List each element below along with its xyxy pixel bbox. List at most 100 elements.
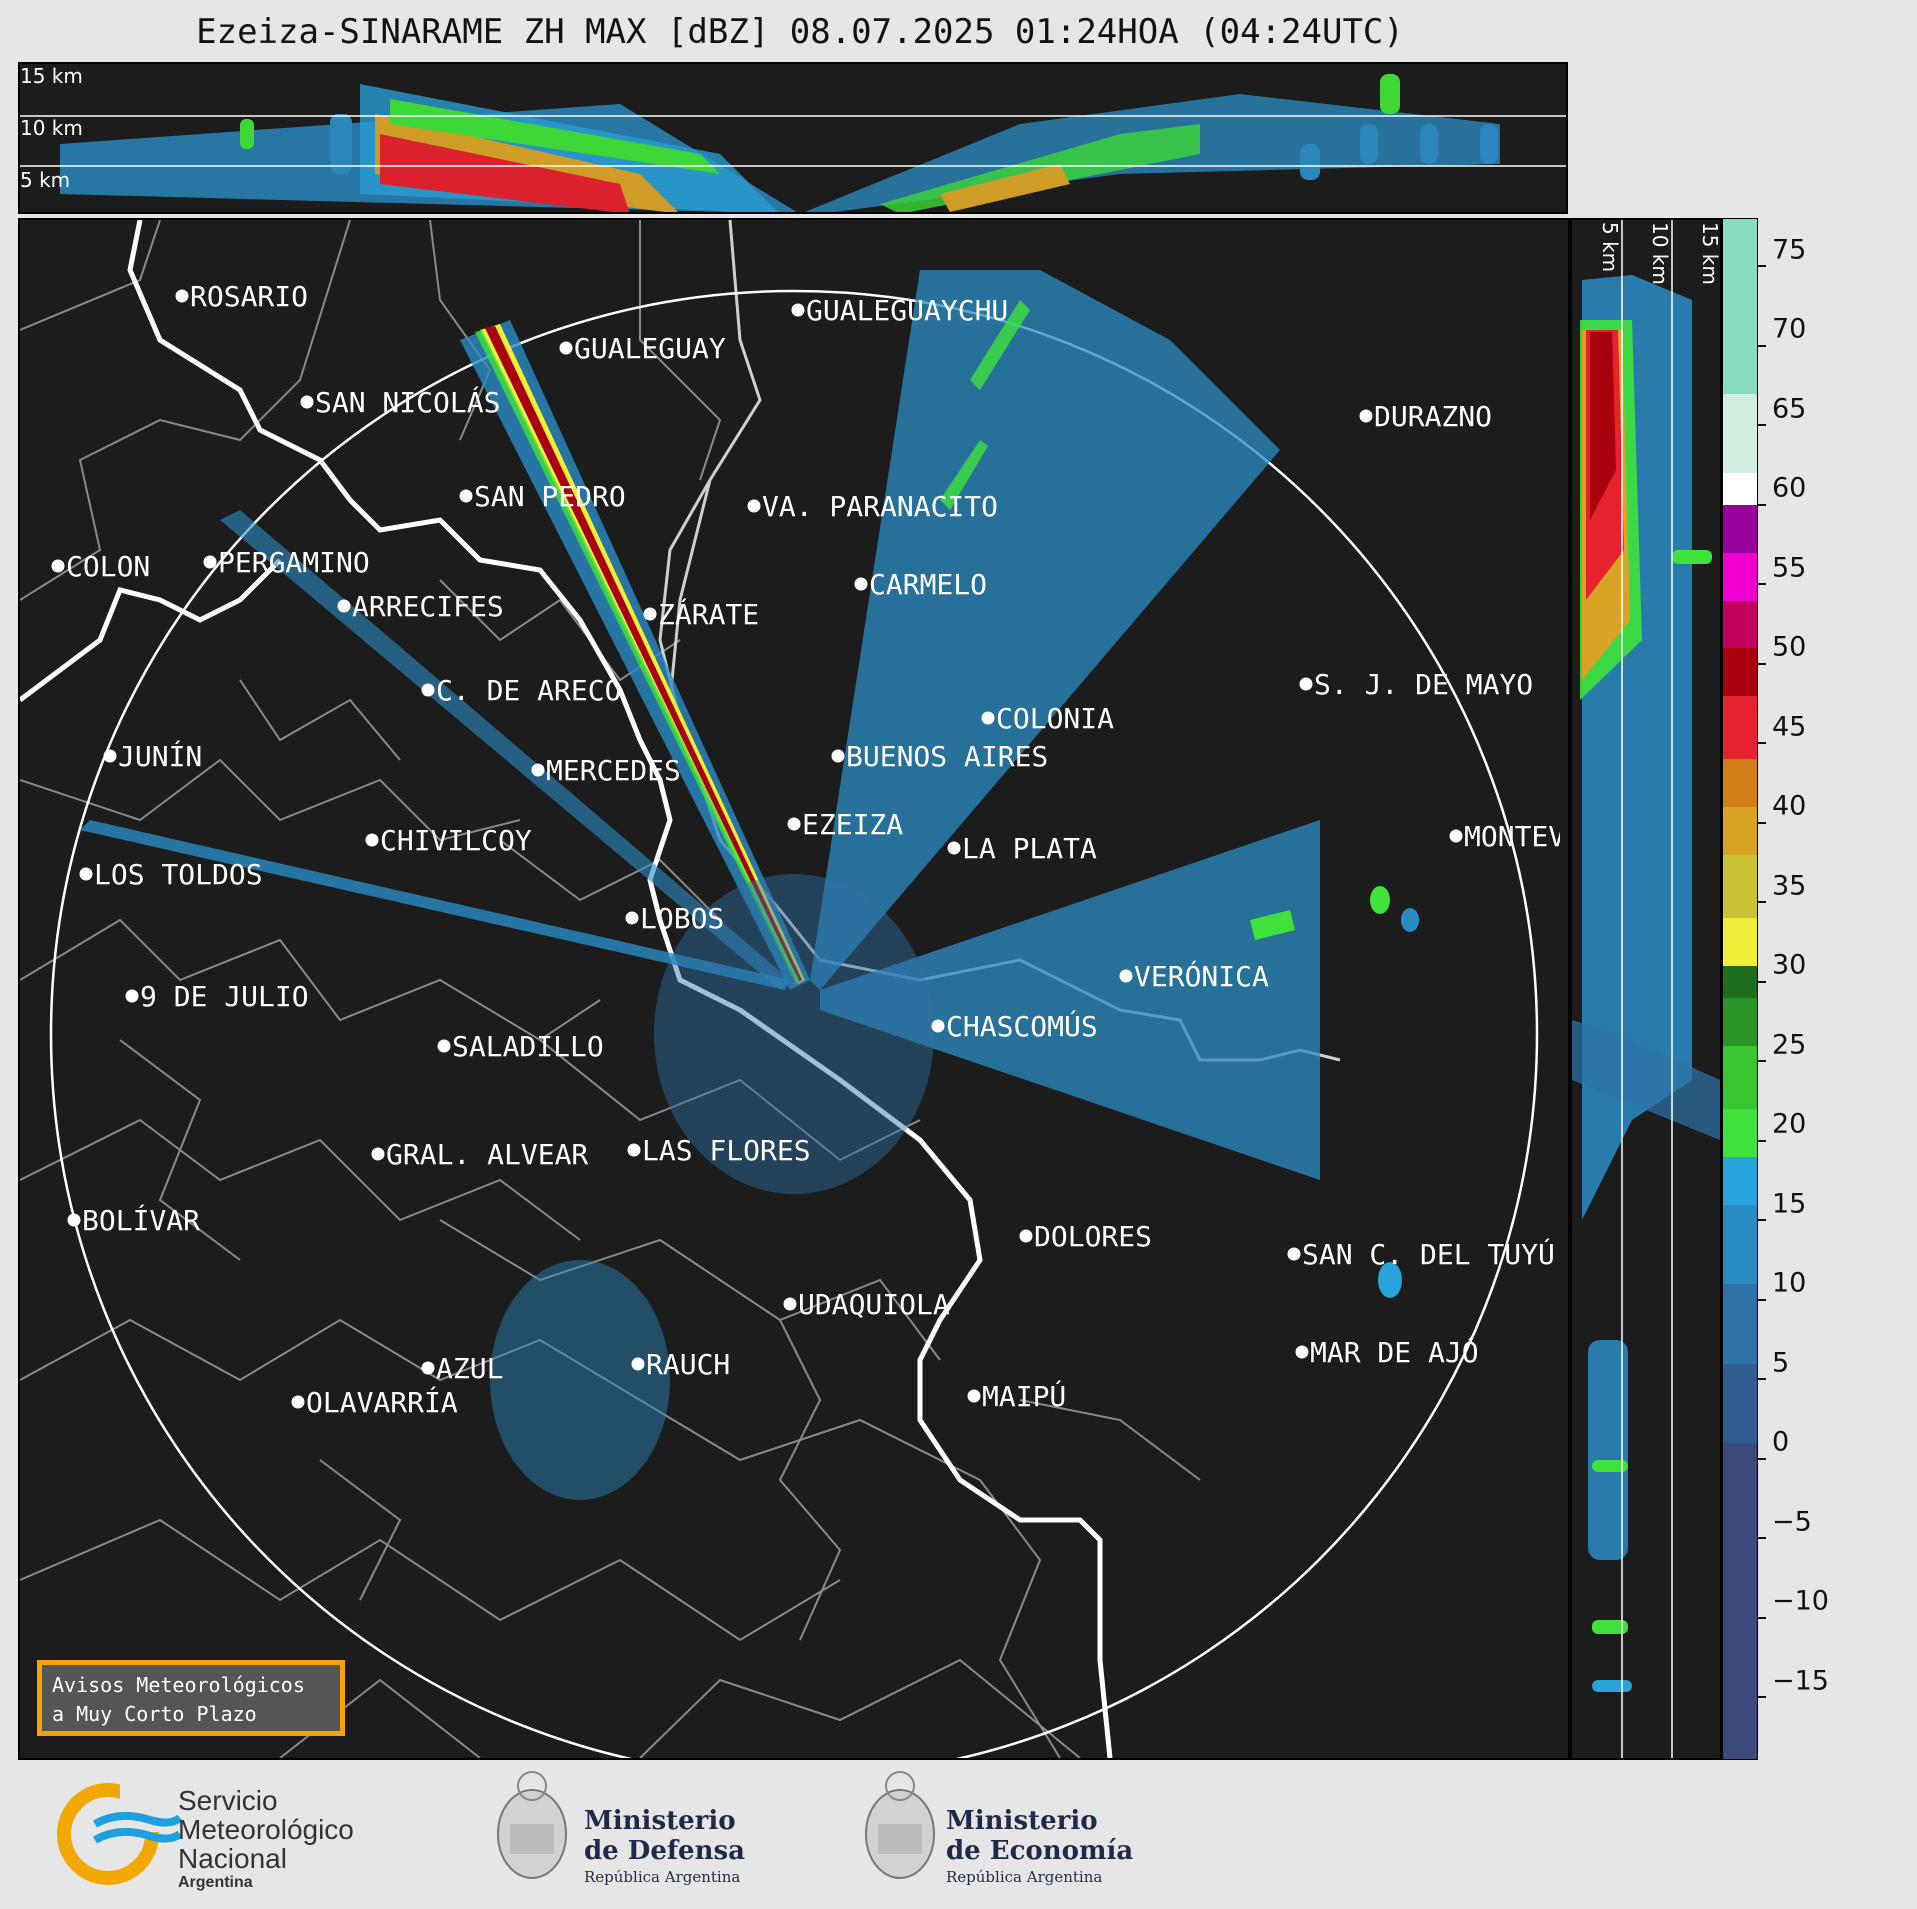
- city-label: ROSARIO: [190, 280, 309, 313]
- colorbar-tick-label: 60: [1758, 473, 1806, 519]
- side-cross-section-echoes: [1572, 220, 1720, 1758]
- city-label: UDAQUIOLA: [798, 1288, 950, 1321]
- aviso-line-2: a Muy Corto Plazo: [52, 1702, 257, 1726]
- colorbar: [1722, 218, 1758, 1760]
- page-title: Ezeiza-SINARAME ZH MAX [dBZ] 08.07.2025 …: [196, 12, 1404, 52]
- economia-line-3: República Argentina: [946, 1868, 1103, 1886]
- top-cross-section-panel: 15 km 10 km 5 km: [18, 62, 1568, 214]
- city-label: SAN PEDRO: [474, 480, 626, 513]
- colorbar-segment: [1723, 1363, 1757, 1444]
- smn-logo-icon: [57, 1782, 183, 1885]
- city-dot: [931, 1019, 945, 1033]
- defensa-line-1: Ministerio: [584, 1806, 736, 1836]
- city-label: GUALEGUAY: [574, 332, 726, 365]
- city-label: MONTEVIDEO: [1464, 820, 1560, 853]
- city-dot: [643, 607, 657, 621]
- smn-logo-line-4: Argentina: [178, 1874, 253, 1891]
- city-dot: [1019, 1229, 1033, 1243]
- city-dot: [67, 1213, 81, 1227]
- footer-logos: [57, 1771, 935, 1885]
- city-label: SAN NICOLÁS: [315, 386, 501, 419]
- aviso-box[interactable]: Avisos Meteorológicos a Muy Corto Plazo: [37, 1660, 345, 1736]
- city-dot: [981, 711, 995, 725]
- city-label: PERGAMINO: [218, 546, 370, 579]
- colorbar-segment: [1723, 505, 1757, 553]
- city-dot: [1359, 409, 1373, 423]
- defensa-line-3: República Argentina: [584, 1868, 741, 1886]
- colorbar-segment: [1723, 1443, 1757, 1759]
- colorbar-segment: [1723, 393, 1757, 474]
- colorbar-tick-label: 30: [1758, 950, 1806, 996]
- side-cross-section-panel: 5 km 10 km 15 km: [1570, 218, 1722, 1760]
- city-label: SAN C. DEL TUYÚ: [1302, 1238, 1555, 1271]
- city-dot: [300, 395, 314, 409]
- city-dot: [531, 763, 545, 777]
- colorbar-segment: [1723, 695, 1757, 760]
- colorbar-segment: [1723, 1045, 1757, 1110]
- city-dot: [125, 989, 139, 1003]
- reflectivity-echoes: [80, 270, 1419, 1500]
- city-label: OLAVARRÍA: [306, 1386, 458, 1419]
- colorbar-segment: [1723, 966, 1757, 998]
- economia-line-1: Ministerio: [946, 1806, 1098, 1836]
- colorbar-tick-label: 25: [1758, 1029, 1806, 1076]
- city-label: LOS TOLDOS: [94, 858, 263, 891]
- city-label: COLON: [66, 550, 151, 583]
- city-dot: [1299, 677, 1313, 691]
- city-label: DOLORES: [1034, 1220, 1153, 1253]
- city-dot: [627, 1143, 641, 1157]
- colorbar-tick-label: 55: [1758, 552, 1806, 599]
- city-dot: [1119, 969, 1133, 983]
- city-dot: [1287, 1247, 1301, 1261]
- city-dot: [791, 303, 805, 317]
- colorbar-segment: [1723, 997, 1757, 1046]
- colorbar-segment: [1723, 759, 1757, 808]
- city-label: MAIPÚ: [982, 1380, 1067, 1413]
- city-dot: [337, 599, 351, 613]
- colorbar-tick-label: 0: [1758, 1427, 1789, 1473]
- colorbar-tick-label: −15: [1758, 1665, 1829, 1712]
- colorbar-tick-label: 5: [1758, 1347, 1789, 1394]
- colorbar-segment: [1723, 600, 1757, 649]
- colorbar-segment: [1723, 918, 1757, 967]
- footer: Servicio Meteorológico Nacional Argentin…: [0, 1762, 1917, 1909]
- city-dot: [967, 1389, 981, 1403]
- city-dot: [203, 555, 217, 569]
- colorbar-segment: [1723, 1284, 1757, 1364]
- city-label: S. J. DE MAYO: [1314, 668, 1534, 701]
- altitude-label-5km: 5 km: [20, 168, 71, 192]
- city-dot: [79, 867, 93, 881]
- city-dot: [1449, 829, 1463, 843]
- range-ring: [49, 289, 1539, 1758]
- city-dot: [459, 489, 473, 503]
- city-dot: [559, 341, 573, 355]
- city-label: RAUCH: [646, 1348, 731, 1381]
- colorbar-tick-label: −5: [1758, 1506, 1812, 1553]
- colorbar-tick-label: 75: [1758, 234, 1806, 281]
- city-label: CHIVILCOY: [380, 824, 532, 857]
- colorbar-segment: [1723, 1156, 1757, 1205]
- city-dot: [51, 559, 65, 573]
- city-dot: [175, 289, 189, 303]
- city-label: VERÓNICA: [1134, 960, 1269, 993]
- city-label: MAR DE AJÓ: [1310, 1336, 1479, 1369]
- city-label: ARRECIFES: [352, 590, 504, 623]
- city-label: SALADILLO: [452, 1030, 604, 1063]
- city-label: LOBOS: [640, 902, 725, 935]
- colorbar-tick-label: 45: [1758, 711, 1806, 758]
- top-cross-section-echoes: [20, 74, 1566, 212]
- colorbar-segment: [1723, 1109, 1757, 1157]
- city-label: GUALEGUAYCHU: [806, 294, 1009, 327]
- city-dot: [291, 1395, 305, 1409]
- radar-site-label: EZEIZA: [802, 808, 904, 841]
- defensa-emblem-icon: [497, 1771, 567, 1879]
- city-dot: [365, 833, 379, 847]
- colorbar-tick-label: 35: [1758, 870, 1806, 917]
- city-dot: [625, 911, 639, 925]
- colorbar-segment: [1723, 648, 1757, 696]
- altitude-label-10km: 10 km: [20, 116, 83, 140]
- smn-logo-line-3: Nacional: [178, 1843, 287, 1874]
- radar-map: ROSARIO GUALEGUAYCHU GUALEGUAY SAN NICOL…: [18, 218, 1570, 1760]
- colorbar-segment: [1723, 219, 1757, 394]
- city-dot: [783, 1297, 797, 1311]
